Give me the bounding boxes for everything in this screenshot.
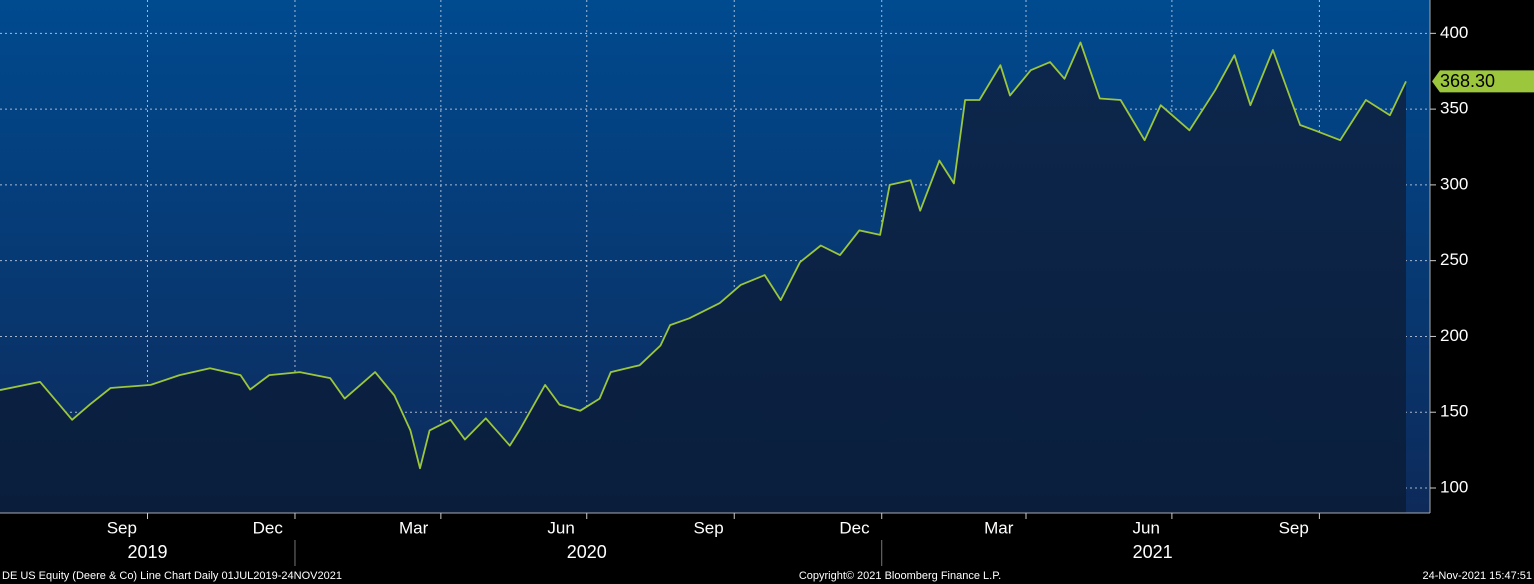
x-tick-label: Sep <box>1279 518 1309 537</box>
last-value-tag <box>1432 70 1534 93</box>
area <box>0 42 1406 514</box>
x-tick-label: Mar <box>399 518 429 537</box>
x-tick-label: Dec <box>253 518 284 537</box>
y-tick-label: 150 <box>1440 402 1468 421</box>
year-label: 2021 <box>1133 542 1173 562</box>
x-tick-label: Dec <box>839 518 870 537</box>
y-tick-label: 250 <box>1440 250 1468 269</box>
x-tick-label: Jun <box>547 518 574 537</box>
y-tick-label: 400 <box>1440 23 1468 42</box>
footer-right: 24-Nov-2021 15:47:51 <box>1423 570 1532 582</box>
year-label: 2019 <box>127 542 167 562</box>
x-tick-label: Mar <box>984 518 1014 537</box>
x-tick-label: Sep <box>693 518 723 537</box>
y-tick-label: 200 <box>1440 326 1468 345</box>
year-label: 2020 <box>567 542 607 562</box>
y-tick-label: 350 <box>1440 99 1468 118</box>
footer-center: Copyright© 2021 Bloomberg Finance L.P. <box>799 570 1001 582</box>
footer-left: DE US Equity (Deere & Co) Line Chart Dai… <box>2 570 342 582</box>
line <box>0 41 1407 470</box>
y-tick-label: 100 <box>1440 477 1468 496</box>
x-tick-label: Jun <box>1133 518 1160 537</box>
last-value-label: 368.30 <box>1440 71 1495 91</box>
x-tick-label: Sep <box>107 518 137 537</box>
y-tick-label: 300 <box>1440 174 1468 193</box>
